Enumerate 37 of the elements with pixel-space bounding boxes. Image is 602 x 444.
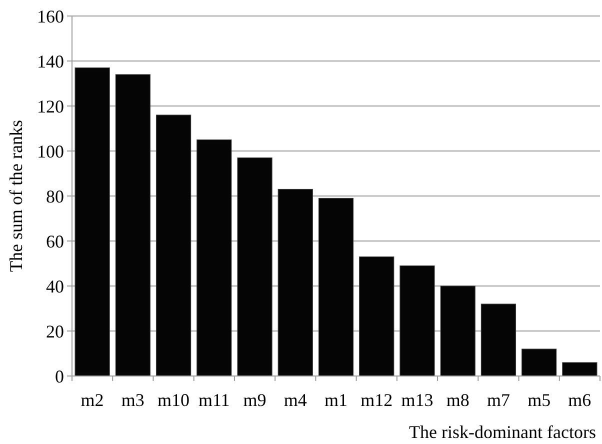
bar	[480, 304, 516, 376]
y-tick-label: 80	[46, 186, 64, 206]
y-axis-title: The sum of the ranks	[6, 120, 26, 272]
y-tick-label: 0	[55, 366, 64, 386]
bar	[278, 188, 313, 376]
x-tick-label: m6	[568, 390, 592, 410]
bar	[156, 114, 192, 376]
bar	[196, 139, 232, 376]
x-tick-label: m2	[80, 390, 104, 410]
y-tick-label: 100	[37, 141, 64, 162]
y-tick-label: 20	[46, 321, 64, 342]
bar	[400, 265, 435, 376]
x-tick-label: m12	[360, 390, 393, 410]
x-axis-title: The risk-dominant factors	[409, 422, 596, 442]
x-tick-label: m4	[284, 390, 307, 410]
x-tick-label: m5	[528, 390, 551, 410]
y-tick-label: 40	[46, 276, 64, 296]
bar	[440, 286, 476, 376]
y-tick-label: 140	[37, 51, 64, 72]
x-tick-label: m9	[243, 390, 266, 410]
bar	[115, 74, 150, 376]
y-tick-label: 120	[37, 96, 64, 116]
y-tick-label: 60	[46, 231, 64, 252]
bar	[522, 348, 557, 376]
y-tick-label: 160	[37, 6, 64, 26]
x-tick-label: m3	[121, 390, 144, 410]
bar	[562, 362, 598, 376]
x-tick-label: m10	[158, 390, 190, 410]
bar	[359, 256, 394, 376]
bar	[318, 198, 354, 376]
bar	[74, 67, 110, 376]
x-tick-label: m8	[446, 390, 470, 410]
x-tick-label: m1	[324, 390, 348, 410]
x-tick-label: m7	[486, 390, 510, 410]
bar	[237, 157, 272, 376]
x-tick-label: m13	[401, 390, 434, 410]
x-tick-label: m11	[198, 390, 230, 410]
